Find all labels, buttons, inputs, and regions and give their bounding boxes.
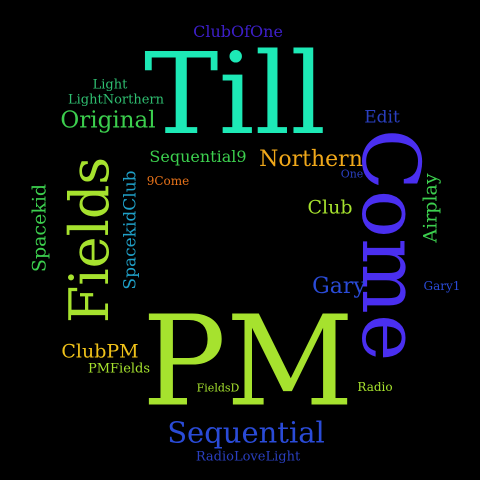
word-clubofone: ClubOfOne — [193, 22, 283, 41]
word-one: One — [340, 167, 364, 181]
word-fieldsd: FieldsD — [196, 381, 240, 395]
word-radio: Radio — [357, 380, 393, 394]
word-spacekidclub: SpacekidClub — [120, 170, 141, 290]
word-pmfields: PMFields — [87, 361, 151, 377]
word-lightnorthern: LightNorthern — [67, 92, 165, 108]
word-till: Till — [143, 30, 327, 160]
word-club: Club — [307, 196, 353, 219]
word-northern: Northern — [259, 147, 363, 172]
word-radiolovelight: RadioLoveLight — [195, 449, 301, 465]
word-ninecome: 9Come — [146, 174, 190, 188]
word-clubpm: ClubPM — [61, 340, 139, 363]
word-original: Original — [60, 107, 156, 134]
word-fields: Fields — [58, 156, 121, 324]
word-sequential9: Sequential9 — [149, 147, 247, 166]
word-light: Light — [92, 77, 128, 93]
word-spacekid: Spacekid — [28, 183, 51, 273]
word-airplay: Airplay — [419, 173, 442, 243]
word-pm: PM — [141, 289, 355, 435]
word-sequential: Sequential — [167, 415, 325, 450]
word-gary1: Gary1 — [423, 279, 461, 293]
word-edit: Edit — [364, 107, 400, 128]
word-gary: Gary — [312, 274, 366, 299]
